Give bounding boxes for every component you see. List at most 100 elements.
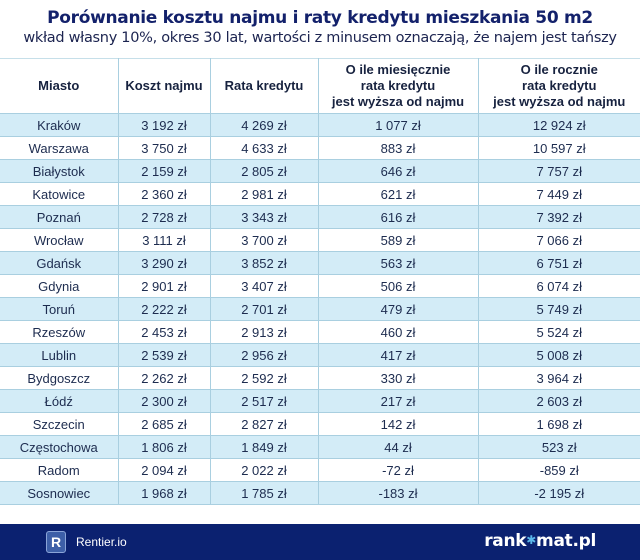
cell-yearly-difference: -859 zł — [477, 458, 640, 482]
column-header-monthly-difference: O ile miesięcznie rata kredytu jest wyższa… — [317, 58, 479, 114]
cell-rent-cost: 2 159 zł — [117, 159, 211, 183]
cell-rent-cost: 2 300 zł — [117, 389, 211, 413]
table-row: Sosnowiec 1 968 zł 1 785 zł -183 zł -2 195 z… — [0, 481, 640, 505]
cell-yearly-difference: 6 074 zł — [477, 274, 640, 298]
table-row: Szczecin 2 685 zł 2 827 zł 142 zł 1 698 zł — [0, 412, 640, 436]
cell-city: Kraków — [0, 113, 119, 137]
cell-city: Radom — [0, 458, 119, 482]
cell-city: Gdynia — [0, 274, 119, 298]
table-row: Wrocław 3 111 zł 3 700 zł 589 zł 7 066 zł — [0, 228, 640, 252]
cell-monthly-difference: 417 zł — [317, 343, 479, 367]
table-body: Kraków 3 192 zł 4 269 zł 1 077 zł 12 924 zł W… — [0, 113, 640, 505]
cell-rent-cost: 3 290 zł — [117, 251, 211, 275]
cell-rent-cost: 3 192 zł — [117, 113, 211, 137]
table-row: Warszawa 3 750 zł 4 633 zł 883 zł 10 597 zł — [0, 136, 640, 160]
cell-loan-installment: 2 517 zł — [209, 389, 319, 413]
column-header-rent-cost: Koszt najmu — [117, 58, 211, 114]
cell-rent-cost: 3 750 zł — [117, 136, 211, 160]
cell-rent-cost: 2 262 zł — [117, 366, 211, 390]
cell-yearly-difference: 5 008 zł — [477, 343, 640, 367]
cell-monthly-difference: 621 zł — [317, 182, 479, 206]
cell-rent-cost: 1 968 zł — [117, 481, 211, 505]
rentier-logo: R Rentier.io — [46, 530, 127, 554]
cell-loan-installment: 2 592 zł — [209, 366, 319, 390]
cell-monthly-difference: 460 zł — [317, 320, 479, 344]
rentier-label: Rentier.io — [76, 535, 127, 549]
cell-city: Poznań — [0, 205, 119, 229]
cell-yearly-difference: 12 924 zł — [477, 113, 640, 137]
cell-city: Bydgoszcz — [0, 366, 119, 390]
table-row: Łódź 2 300 zł 2 517 zł 217 zł 2 603 zł — [0, 389, 640, 413]
cell-city: Wrocław — [0, 228, 119, 252]
cell-loan-installment: 1 785 zł — [209, 481, 319, 505]
cell-loan-installment: 2 805 zł — [209, 159, 319, 183]
cell-rent-cost: 2 222 zł — [117, 297, 211, 321]
cell-loan-installment: 2 956 zł — [209, 343, 319, 367]
cell-loan-installment: 3 343 zł — [209, 205, 319, 229]
cell-yearly-difference: 2 603 zł — [477, 389, 640, 413]
cell-yearly-difference: 7 066 zł — [477, 228, 640, 252]
cell-city: Łódź — [0, 389, 119, 413]
comparison-table: Miasto Koszt najmu Rata kredytu O ile mi… — [0, 58, 640, 505]
cell-yearly-difference: 1 698 zł — [477, 412, 640, 436]
table-row: Kraków 3 192 zł 4 269 zł 1 077 zł 12 924 zł — [0, 113, 640, 137]
cell-city: Warszawa — [0, 136, 119, 160]
table-row: Lublin 2 539 zł 2 956 zł 417 zł 5 008 zł — [0, 343, 640, 367]
rankomat-logo: rank✱mat.pl — [484, 531, 596, 551]
cell-monthly-difference: 142 zł — [317, 412, 479, 436]
cell-city: Toruń — [0, 297, 119, 321]
cell-loan-installment: 1 849 zł — [209, 435, 319, 459]
cell-yearly-difference: -2 195 zł — [477, 481, 640, 505]
cell-loan-installment: 2 827 zł — [209, 412, 319, 436]
table-row: Poznań 2 728 zł 3 343 zł 616 zł 7 392 zł — [0, 205, 640, 229]
cell-loan-installment: 2 913 zł — [209, 320, 319, 344]
cell-yearly-difference: 7 757 zł — [477, 159, 640, 183]
column-header-loan-installment: Rata kredytu — [209, 58, 319, 114]
table-row: Częstochowa 1 806 zł 1 849 zł 44 zł 523 zł — [0, 435, 640, 459]
cell-yearly-difference: 10 597 zł — [477, 136, 640, 160]
cell-loan-installment: 3 407 zł — [209, 274, 319, 298]
cell-loan-installment: 4 269 zł — [209, 113, 319, 137]
cell-rent-cost: 1 806 zł — [117, 435, 211, 459]
cell-rent-cost: 2 685 zł — [117, 412, 211, 436]
cell-city: Katowice — [0, 182, 119, 206]
cell-monthly-difference: 479 zł — [317, 297, 479, 321]
cell-city: Lublin — [0, 343, 119, 367]
table-row: Toruń 2 222 zł 2 701 zł 479 zł 5 749 zł — [0, 297, 640, 321]
page-subtitle: wkład własny 10%, okres 30 lat, wartości… — [23, 30, 617, 46]
cell-monthly-difference: 563 zł — [317, 251, 479, 275]
table-row: Białystok 2 159 zł 2 805 zł 646 zł 7 757 zł — [0, 159, 640, 183]
table-header-row: Miasto Koszt najmu Rata kredytu O ile mi… — [0, 58, 640, 114]
cell-rent-cost: 2 539 zł — [117, 343, 211, 367]
cell-monthly-difference: 217 zł — [317, 389, 479, 413]
cell-monthly-difference: 44 zł — [317, 435, 479, 459]
cell-yearly-difference: 6 751 zł — [477, 251, 640, 275]
cell-monthly-difference: 646 zł — [317, 159, 479, 183]
cell-loan-installment: 2 981 zł — [209, 182, 319, 206]
cell-city: Rzeszów — [0, 320, 119, 344]
cell-monthly-difference: 589 zł — [317, 228, 479, 252]
cell-yearly-difference: 3 964 zł — [477, 366, 640, 390]
table-row: Gdynia 2 901 zł 3 407 zł 506 zł 6 074 zł — [0, 274, 640, 298]
column-header-yearly-difference: O ile rocznie rata kredytu jest wyższa od … — [477, 58, 640, 114]
cell-city: Szczecin — [0, 412, 119, 436]
cell-rent-cost: 2 901 zł — [117, 274, 211, 298]
table-row: Rzeszów 2 453 zł 2 913 zł 460 zł 5 524 zł — [0, 320, 640, 344]
page-title: Porównanie kosztu najmu i raty kredytu m… — [47, 8, 593, 28]
cell-monthly-difference: -183 zł — [317, 481, 479, 505]
cell-city: Gdańsk — [0, 251, 119, 275]
cell-monthly-difference: 616 zł — [317, 205, 479, 229]
cell-loan-installment: 2 701 zł — [209, 297, 319, 321]
cell-monthly-difference: 883 zł — [317, 136, 479, 160]
cell-rent-cost: 2 728 zł — [117, 205, 211, 229]
cell-monthly-difference: 1 077 zł — [317, 113, 479, 137]
cell-monthly-difference: -72 zł — [317, 458, 479, 482]
cell-yearly-difference: 7 449 zł — [477, 182, 640, 206]
cell-yearly-difference: 5 524 zł — [477, 320, 640, 344]
cell-rent-cost: 2 360 zł — [117, 182, 211, 206]
table-row: Katowice 2 360 zł 2 981 zł 621 zł 7 449 zł — [0, 182, 640, 206]
cell-rent-cost: 2 094 zł — [117, 458, 211, 482]
table-row: Bydgoszcz 2 262 zł 2 592 zł 330 zł 3 964 zł — [0, 366, 640, 390]
column-header-city: Miasto — [0, 58, 119, 114]
cell-city: Sosnowiec — [0, 481, 119, 505]
